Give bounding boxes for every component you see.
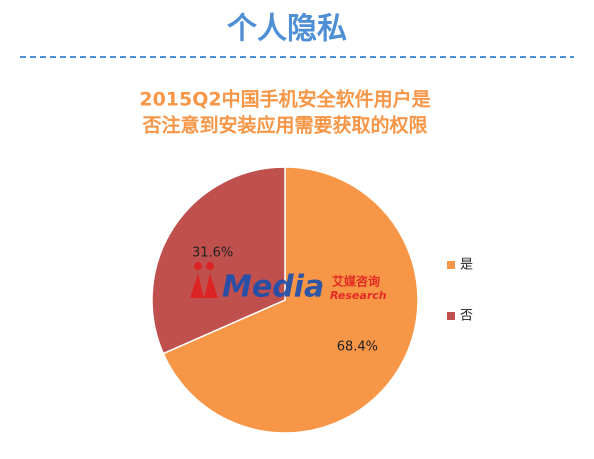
legend-swatch [447,312,455,320]
pie-slice [162,166,419,434]
data-label: 31.6% [192,245,233,260]
legend: 是否 [447,258,473,324]
legend-label: 否 [460,309,473,324]
watermark-brand: Media [222,270,324,305]
legend-swatch [447,261,455,269]
page-title: 个人隐私 [227,12,347,47]
chart-title: 2015Q2中国手机安全软件用户是 [139,88,430,111]
watermark-cn: 艾媒咨询 [332,274,380,289]
watermark-en: Research [330,289,387,302]
watermark: Media 艾媒咨询 Research [190,262,387,305]
data-label: 68.4% [337,340,378,355]
logo-mark [190,274,218,298]
logo-dot [206,262,214,270]
legend-label: 是 [460,258,473,273]
logo-dot [194,262,202,270]
pie-slice [151,166,286,355]
chart-title: 否注意到安装应用需要获取的权限 [141,114,427,137]
pie: 68.4% 31.6% [151,166,419,434]
